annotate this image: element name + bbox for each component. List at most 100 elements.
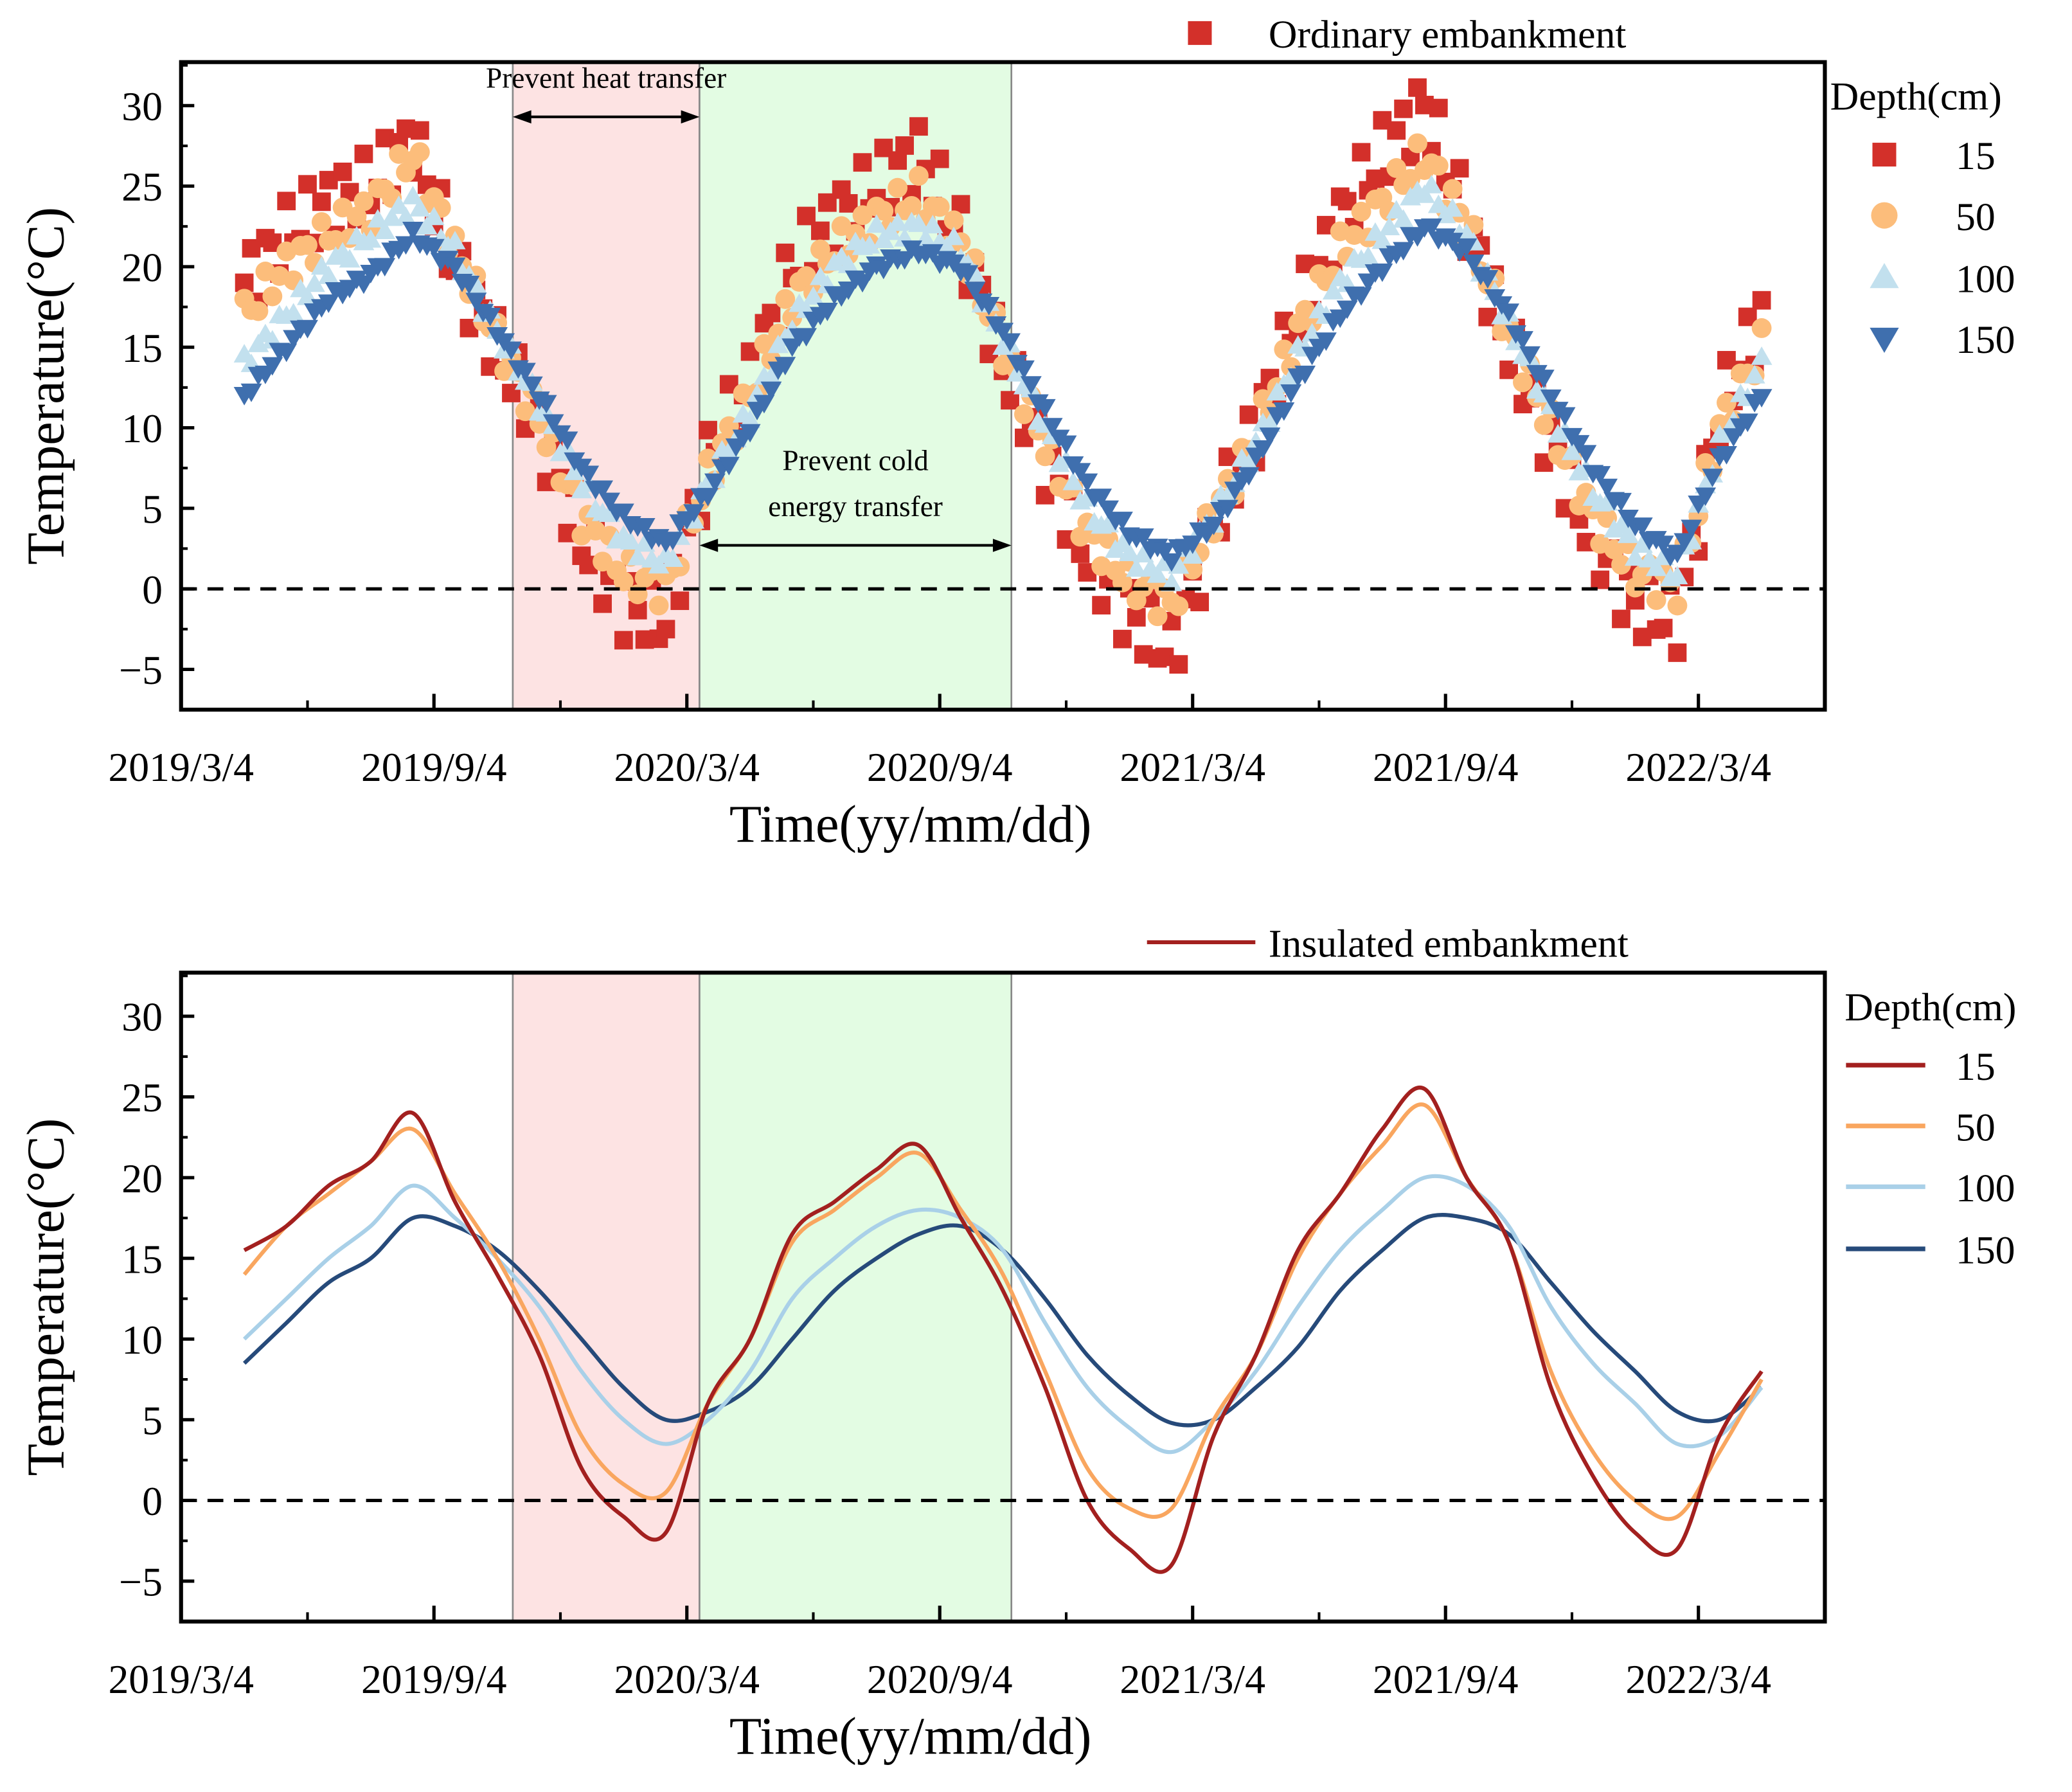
- marker-15cm: [1092, 596, 1111, 614]
- marker-150cm: [240, 383, 262, 402]
- plot-frame: [179, 971, 1827, 1624]
- x-tick-label: 2019/9/4: [361, 744, 507, 790]
- marker-100cm: [1744, 364, 1765, 384]
- marker-50cm: [1386, 158, 1407, 178]
- marker-150cm: [957, 265, 979, 284]
- marker-100cm: [1098, 514, 1120, 533]
- marker-15cm: [410, 121, 429, 140]
- marker-150cm: [796, 328, 817, 347]
- x-tick-label: 2019/3/4: [108, 744, 254, 790]
- marker-150cm: [1519, 346, 1541, 365]
- marker-50cm: [409, 142, 430, 163]
- marker-50cm: [346, 206, 367, 227]
- x-tick-label: 2021/3/4: [1120, 744, 1265, 790]
- marker-150cm: [1203, 516, 1224, 535]
- marker-150cm: [1259, 427, 1281, 446]
- marker-100cm: [1217, 485, 1238, 505]
- marker-100cm: [444, 231, 466, 249]
- marker-50cm: [698, 448, 718, 469]
- marker-100cm: [1259, 413, 1281, 432]
- marker-100cm: [760, 366, 782, 385]
- legend-depth-title: Depth(cm): [1830, 75, 2002, 119]
- marker-150cm: [444, 257, 466, 276]
- marker-50cm: [311, 212, 332, 232]
- marker-150cm: [557, 431, 578, 451]
- marker-100cm: [360, 229, 382, 248]
- marker-150cm: [1098, 500, 1120, 519]
- legend-marker-circle: [1871, 202, 1898, 229]
- marker-150cm: [395, 236, 416, 255]
- marker-100cm: [866, 214, 888, 233]
- marker-100cm: [402, 186, 424, 204]
- y-tick-label: 25: [121, 164, 163, 210]
- marker-150cm: [1568, 435, 1590, 454]
- marker-150cm: [662, 532, 684, 551]
- marker-150cm: [753, 395, 775, 414]
- marker-50cm: [613, 571, 634, 591]
- marker-100cm: [1631, 534, 1653, 553]
- marker-100cm: [1379, 217, 1400, 235]
- marker-15cm: [1429, 98, 1448, 118]
- y-tick-label: −5: [119, 647, 163, 693]
- marker-150cm: [978, 297, 1000, 316]
- marker-15cm: [1127, 608, 1146, 627]
- marker-15cm: [333, 162, 352, 181]
- marker-15cm: [656, 620, 675, 639]
- marker-150cm: [612, 503, 634, 523]
- marker-150cm: [1111, 512, 1133, 530]
- marker-150cm: [922, 244, 943, 263]
- x-tick-label: 2020/3/4: [614, 1656, 760, 1702]
- y-tick-label: 15: [121, 325, 163, 371]
- x-tick-label: 2020/9/4: [867, 744, 1013, 790]
- annotation-0: Prevent heat transfer: [486, 62, 726, 124]
- legend-title: Insulated embankment: [1269, 922, 1629, 966]
- marker-50cm: [648, 595, 669, 616]
- marker-150cm: [774, 357, 796, 375]
- y-tick-label: 20: [121, 245, 163, 291]
- marker-50cm: [1751, 318, 1772, 338]
- legend-depth-title: Depth(cm): [1844, 985, 2016, 1029]
- marker-150cm: [1674, 533, 1695, 552]
- legend-marker-square: [1872, 143, 1897, 167]
- marker-150cm: [592, 480, 614, 499]
- marker-100cm: [1118, 542, 1140, 561]
- marker-50cm: [929, 197, 950, 217]
- marker-100cm: [416, 216, 438, 235]
- legend-label: 150: [1956, 318, 2015, 362]
- marker-100cm: [381, 207, 403, 226]
- legend-label: 15: [1956, 1045, 1996, 1089]
- marker-150cm: [1154, 542, 1175, 562]
- marker-100cm: [1413, 184, 1435, 203]
- marker-100cm: [1420, 175, 1442, 193]
- marker-150cm: [1456, 238, 1478, 257]
- marker-150cm: [297, 319, 318, 339]
- marker-15cm: [930, 149, 949, 168]
- x-tick-label: 2019/9/4: [361, 1656, 507, 1702]
- y-tick-label: 15: [121, 1236, 163, 1282]
- y-tick-label: 0: [142, 567, 163, 613]
- marker-150cm: [317, 294, 339, 313]
- plot-frame: [179, 60, 1827, 712]
- marker-150cm: [1442, 233, 1463, 251]
- y-tick-label: 25: [121, 1075, 163, 1120]
- marker-100cm: [887, 212, 909, 231]
- marker-50cm: [248, 301, 269, 321]
- marker-100cm: [837, 255, 859, 273]
- marker-50cm: [888, 177, 908, 198]
- y-tick-label: 20: [121, 1156, 163, 1201]
- marker-15cm: [776, 243, 795, 262]
- marker-15cm: [1668, 643, 1687, 662]
- marker-150cm: [1652, 535, 1674, 555]
- marker-15cm: [853, 153, 872, 172]
- marker-100cm: [634, 533, 656, 552]
- x-tick-label: 2020/9/4: [867, 1656, 1013, 1702]
- marker-150cm: [578, 465, 600, 485]
- marker-150cm: [1273, 402, 1295, 421]
- marker-15cm: [593, 594, 612, 613]
- y-tick-label: 10: [121, 1317, 163, 1363]
- x-tick-label: 2021/9/4: [1373, 744, 1519, 790]
- legend-marker-triangle-down: [1870, 327, 1899, 353]
- marker-150cm: [697, 488, 719, 506]
- marker-50cm: [1147, 606, 1168, 627]
- marker-150cm: [1477, 270, 1499, 289]
